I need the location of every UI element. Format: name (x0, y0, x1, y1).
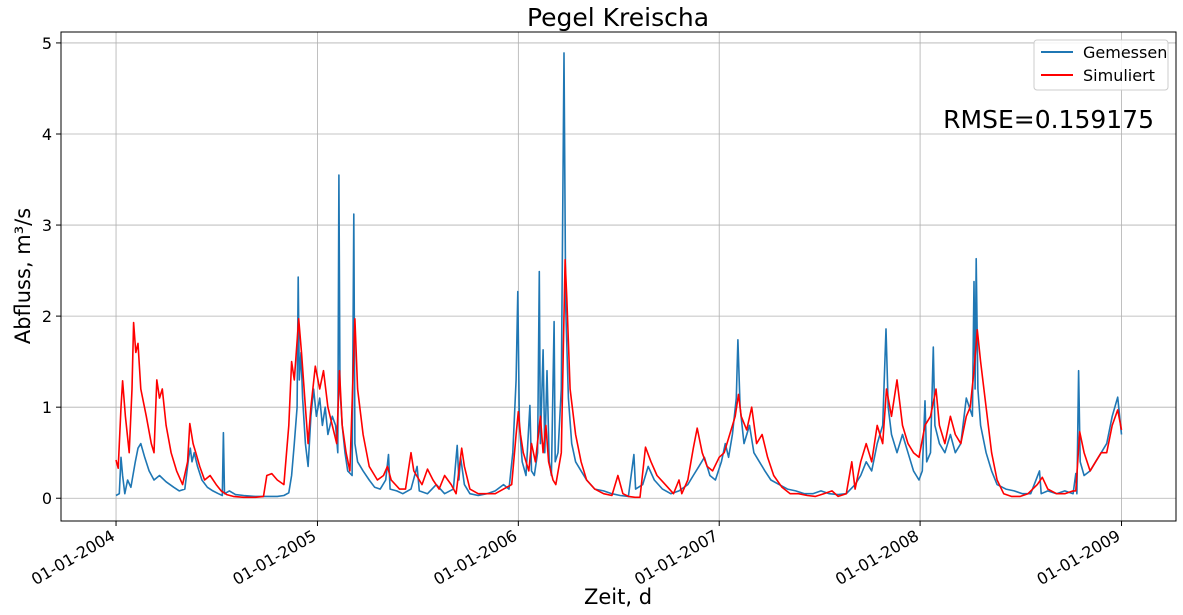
y-tick-label: 3 (42, 216, 52, 235)
y-tick-label: 5 (42, 34, 52, 53)
x-tick-label: 01-01-2006 (430, 526, 520, 589)
plot-frame (60, 31, 1177, 522)
y-axis-label: Abfluss, m³/s (11, 208, 35, 344)
x-axis: 01-01-2004 01-01-2005 01-01-2006 01-01-2007… (28, 521, 1124, 589)
y-axis: 0 1 2 3 4 5 (42, 34, 61, 508)
x-tick-label: 01-01-2005 (229, 526, 319, 589)
chart-title: Pegel Kreischa (527, 3, 709, 32)
rmse-annotation: RMSE=0.159175 (943, 105, 1154, 134)
legend: Gemessen Simuliert (1033, 39, 1169, 91)
x-tick-label: 01-01-2008 (832, 526, 922, 589)
x-axis-label: Zeit, d (584, 585, 652, 609)
y-tick-label: 0 (42, 489, 52, 508)
series-line-simuliert (115, 258, 1123, 499)
series-group (115, 52, 1123, 499)
x-tick-label: 01-01-2007 (631, 526, 721, 589)
grid-lines (61, 32, 1176, 521)
legend-label-simuliert: Simuliert (1083, 66, 1155, 85)
y-tick-label: 4 (42, 125, 52, 144)
series-line-gemessen (115, 52, 1123, 498)
x-tick-label: 01-01-2004 (28, 526, 118, 589)
y-tick-label: 2 (42, 307, 52, 326)
x-tick-label: 01-01-2009 (1033, 526, 1123, 589)
y-tick-label: 1 (42, 398, 52, 417)
legend-label-gemessen: Gemessen (1083, 43, 1167, 62)
